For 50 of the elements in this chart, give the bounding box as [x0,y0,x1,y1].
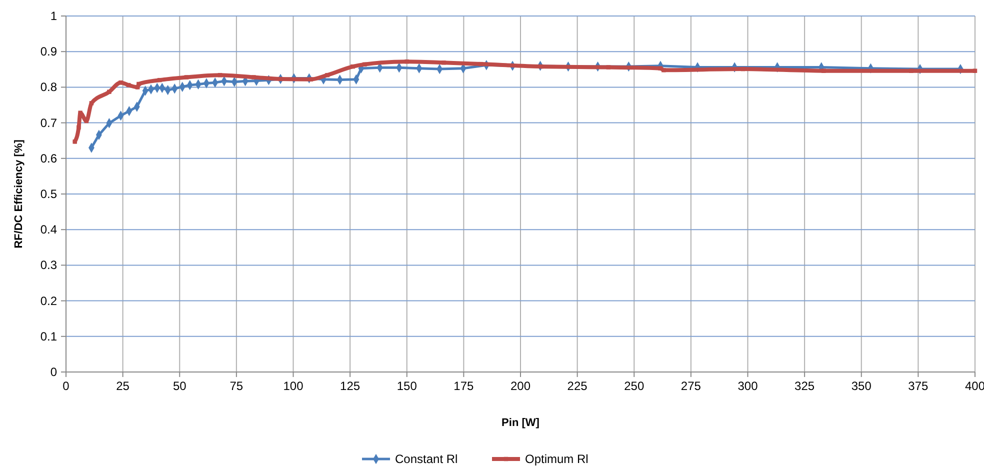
y-tick-label: 0.4 [40,222,58,237]
point [184,75,189,80]
point [72,140,77,144]
x-axis-title: Pin [W] [502,417,540,429]
x-tick-label: 25 [116,379,130,393]
y-tick-label: 0.9 [40,44,58,59]
y-axis-title: RF/DC Efficiency [%] [13,139,25,248]
legend-label: Constant Rl [395,452,458,466]
x-tick-label: 175 [454,379,474,393]
y-tick-label: 0.2 [40,294,58,308]
point [478,62,483,66]
point [308,77,313,82]
point [442,60,446,65]
point [252,75,256,80]
point [89,101,94,106]
y-tick-label: 0.1 [40,329,58,344]
x-tick-label: 350 [851,379,872,393]
point [972,68,978,73]
y-tick-label: 0.3 [40,258,58,272]
point [118,80,123,85]
x-tick-label: 100 [283,379,304,393]
x-tick-label: 325 [794,379,815,393]
x-tick-label: 150 [396,379,418,393]
point [662,68,666,72]
x-tick-label: 0 [62,379,70,393]
y-tick-label: 0.8 [40,80,58,94]
y-tick-label: 0.6 [40,151,58,166]
x-tick-label: 300 [738,379,758,393]
x-tick-label: 275 [680,379,702,393]
point [136,82,141,86]
x-tick-label: 125 [340,379,360,393]
point [107,90,112,94]
legend-label: Optimum Rl [525,452,588,466]
point [76,125,81,130]
point [350,64,355,69]
x-tick-label: 225 [567,379,588,393]
point [606,65,611,70]
y-tick-label: 0.7 [40,116,58,130]
y-tick-label: 1 [50,9,58,23]
point [909,68,914,73]
point [325,72,330,78]
point [539,64,544,69]
x-tick-label: 200 [510,379,531,393]
x-tick-label: 75 [230,379,244,393]
x-tick-label: 250 [624,379,644,393]
x-tick-label: 375 [908,379,929,393]
x-tick-label: 50 [172,379,187,393]
point [822,68,826,73]
y-tick-label: 0 [50,365,58,379]
y-tick-label: 0.5 [40,187,58,201]
